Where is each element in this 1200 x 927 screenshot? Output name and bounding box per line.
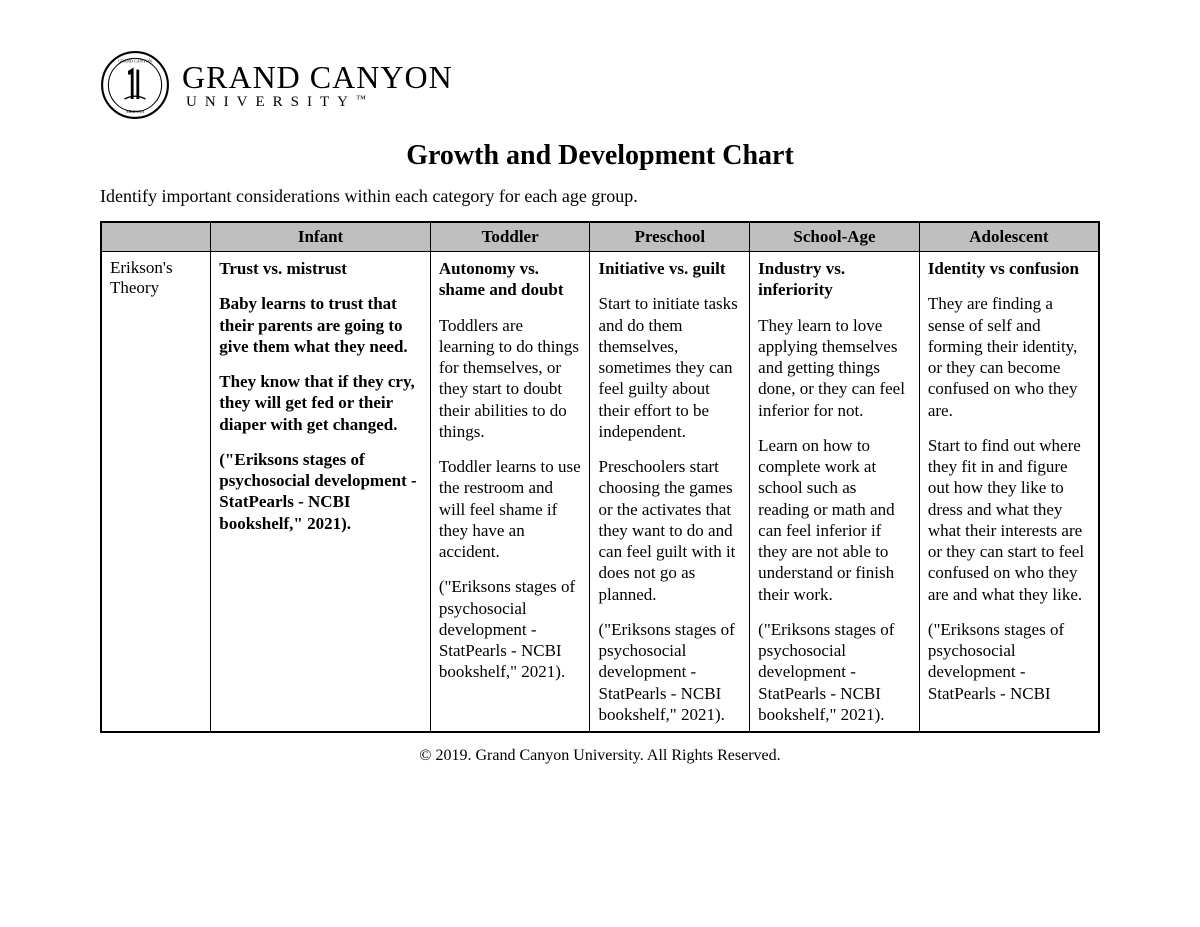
logo-sub-text: UNIVERSITY™ bbox=[182, 95, 453, 110]
cell-toddler: Autonomy vs. shame and doubt Toddlers ar… bbox=[430, 252, 590, 733]
col-header-blank bbox=[101, 222, 211, 252]
development-chart-table: Infant Toddler Preschool School-Age Adol… bbox=[100, 221, 1100, 733]
cell-schoolage: Industry vs. inferiority They learn to l… bbox=[750, 252, 920, 733]
cell-adolescent: Identity vs confusion They are finding a… bbox=[919, 252, 1099, 733]
cell-paragraph: They are finding a sense of self and for… bbox=[928, 293, 1090, 421]
cell-paragraph: Preschoolers start choosing the games or… bbox=[598, 456, 741, 605]
col-header-preschool: Preschool bbox=[590, 222, 750, 252]
document-page: GRAND CANYON ARIZONA GRAND CANYON UNIVER… bbox=[0, 0, 1200, 805]
stage-label: Industry vs. inferiority bbox=[758, 258, 911, 301]
cell-citation: ("Eriksons stages of psychosocial develo… bbox=[928, 619, 1090, 704]
cell-paragraph: Start to initiate tasks and do them them… bbox=[598, 293, 741, 442]
cell-citation: ("Eriksons stages of psychosocial develo… bbox=[439, 576, 582, 682]
stage-label: Trust vs. mistrust bbox=[219, 258, 422, 279]
instructions-text: Identify important considerations within… bbox=[100, 186, 1100, 207]
cell-paragraph: They learn to love applying themselves a… bbox=[758, 315, 911, 421]
seal-icon: GRAND CANYON ARIZONA bbox=[100, 50, 170, 120]
university-logo: GRAND CANYON ARIZONA GRAND CANYON UNIVER… bbox=[100, 50, 1100, 120]
svg-text:ARIZONA: ARIZONA bbox=[126, 109, 145, 114]
page-title: Growth and Development Chart bbox=[100, 140, 1100, 172]
table-body-row: Erikson's Theory Trust vs. mistrust Baby… bbox=[101, 252, 1099, 733]
col-header-toddler: Toddler bbox=[430, 222, 590, 252]
stage-label: Autonomy vs. shame and doubt bbox=[439, 258, 582, 301]
cell-citation: ("Eriksons stages of psychosocial develo… bbox=[758, 619, 911, 725]
logo-text: GRAND CANYON UNIVERSITY™ bbox=[182, 61, 453, 110]
stage-label: Identity vs confusion bbox=[928, 258, 1090, 279]
stage-label: Initiative vs. guilt bbox=[598, 258, 741, 279]
cell-paragraph: Toddler learns to use the restroom and w… bbox=[439, 456, 582, 562]
cell-paragraph: Start to find out where they fit in and … bbox=[928, 435, 1090, 605]
table-header-row: Infant Toddler Preschool School-Age Adol… bbox=[101, 222, 1099, 252]
col-header-adolescent: Adolescent bbox=[919, 222, 1099, 252]
col-header-schoolage: School-Age bbox=[750, 222, 920, 252]
copyright-footer: © 2019. Grand Canyon University. All Rig… bbox=[100, 747, 1100, 765]
cell-citation: ("Eriksons stages of psychosocial develo… bbox=[598, 619, 741, 725]
cell-infant: Trust vs. mistrust Baby learns to trust … bbox=[211, 252, 431, 733]
cell-paragraph: Baby learns to trust that their parents … bbox=[219, 293, 422, 357]
cell-paragraph: They know that if they cry, they will ge… bbox=[219, 371, 422, 435]
row-label-erikson: Erikson's Theory bbox=[101, 252, 211, 733]
svg-text:GRAND CANYON: GRAND CANYON bbox=[118, 59, 152, 64]
cell-paragraph: Toddlers are learning to do things for t… bbox=[439, 315, 582, 443]
logo-main-text: GRAND CANYON bbox=[182, 61, 453, 93]
cell-paragraph: Learn on how to complete work at school … bbox=[758, 435, 911, 605]
cell-citation: ("Eriksons stages of psychosocial develo… bbox=[219, 449, 422, 534]
col-header-infant: Infant bbox=[211, 222, 431, 252]
cell-preschool: Initiative vs. guilt Start to initiate t… bbox=[590, 252, 750, 733]
